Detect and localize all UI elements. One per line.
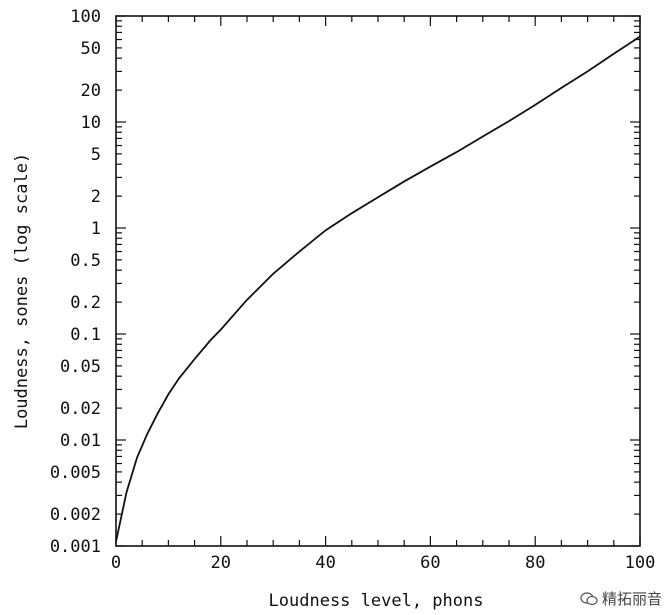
axis-tick-labels: 0 20 40 60 80 100 0.001 0.002 0.005 0.01 0.02 0.05 0… — [50, 7, 656, 573]
x-tick-label: 20 — [211, 553, 231, 573]
y-tick-label: 0.1 — [70, 325, 101, 345]
y-tick-label: 50 — [81, 39, 101, 59]
y-tick-label: 0.005 — [50, 463, 101, 483]
y-tick-label: 100 — [70, 7, 101, 27]
y-tick-label: 20 — [81, 81, 101, 101]
watermark-text: 精拓丽音 — [601, 590, 662, 608]
watermark: 精拓丽音 — [580, 588, 662, 609]
y-tick-label: 0.002 — [50, 505, 101, 525]
y-axis-title: Loudness, sones (log scale) — [12, 153, 32, 429]
y-tick-label: 1 — [91, 219, 101, 239]
loudness-curve — [115, 35, 641, 542]
x-tick-label: 80 — [525, 553, 545, 573]
x-tick-label: 0 — [111, 553, 121, 573]
y-tick-label: 0.5 — [70, 251, 101, 271]
y-tick-label: 0.001 — [50, 537, 101, 557]
y-tick-label: 0.05 — [60, 357, 101, 377]
wechat-icon — [580, 591, 598, 606]
x-tick-label: 60 — [420, 553, 440, 573]
y-tick-label: 0.02 — [60, 399, 101, 419]
y-tick-label: 0.01 — [60, 431, 101, 451]
x-tick-label: 100 — [625, 553, 656, 573]
plot-frame — [115, 15, 641, 547]
y-tick-label: 5 — [91, 145, 101, 165]
y-tick-label: 2 — [91, 187, 101, 207]
y-tick-label: 10 — [81, 113, 101, 133]
axis-ticks — [115, 15, 641, 547]
x-axis-title: Loudness level, phons — [269, 591, 484, 611]
x-tick-label: 40 — [315, 553, 335, 573]
y-tick-label: 0.2 — [70, 293, 101, 313]
